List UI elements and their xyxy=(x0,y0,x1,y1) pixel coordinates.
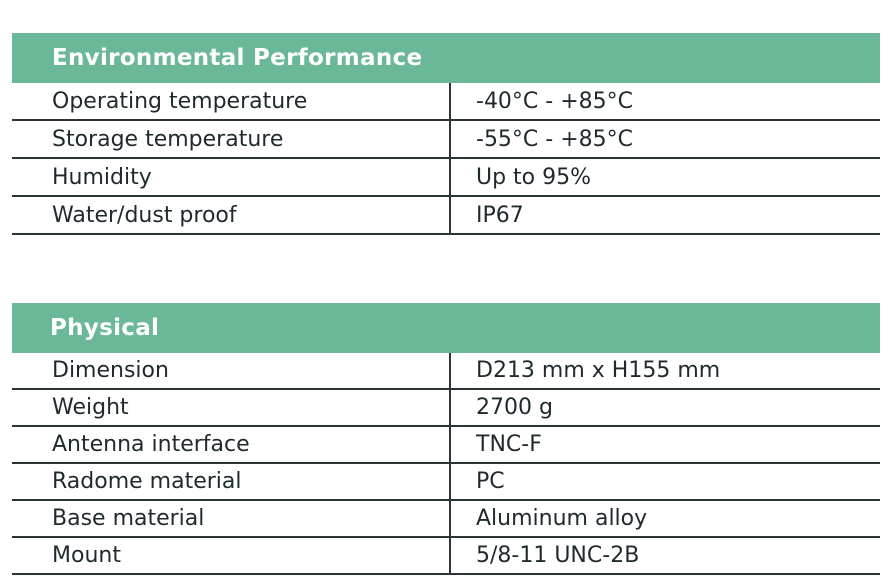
spec-value: Aluminum alloy xyxy=(476,506,648,531)
table-row: Water/dust proof IP67 xyxy=(12,197,880,235)
spec-value: -55°C - +85°C xyxy=(476,126,634,152)
physical-header: Physical xyxy=(12,303,880,353)
table-row: Base material Aluminum alloy xyxy=(12,501,880,538)
environmental-performance-header: Environmental Performance xyxy=(12,33,880,83)
physical-table: Physical Dimension D213 mm x H155 mm Wei… xyxy=(12,303,880,575)
spec-value: -40°C - +85°C xyxy=(476,88,634,114)
table-row: Weight 2700 g xyxy=(12,390,880,427)
spec-label: Operating temperature xyxy=(12,83,451,119)
table-row: Dimension D213 mm x H155 mm xyxy=(12,353,880,390)
spec-label: Base material xyxy=(12,501,451,536)
spec-value: TNC-F xyxy=(476,432,542,457)
table-row: Antenna interface TNC-F xyxy=(12,427,880,464)
spec-value: 5/8-11 UNC-2B xyxy=(476,543,640,568)
spec-label: Antenna interface xyxy=(12,427,451,462)
spec-value: IP67 xyxy=(476,202,524,228)
spec-value: Up to 95% xyxy=(476,164,592,190)
table-row: Operating temperature -40°C - +85°C xyxy=(12,83,880,121)
spec-value: D213 mm x H155 mm xyxy=(476,358,721,383)
spec-value: 2700 g xyxy=(476,395,553,420)
section-title: Environmental Performance xyxy=(52,45,423,71)
spec-label: Humidity xyxy=(12,159,451,195)
environmental-performance-table: Environmental Performance Operating temp… xyxy=(12,33,880,235)
table-row: Radome material PC xyxy=(12,464,880,501)
spec-label: Mount xyxy=(12,538,451,573)
table-row: Humidity Up to 95% xyxy=(12,159,880,197)
spec-label: Water/dust proof xyxy=(12,197,451,233)
spec-label: Radome material xyxy=(12,464,451,499)
spec-label: Storage temperature xyxy=(12,121,451,157)
table-row: Mount 5/8-11 UNC-2B xyxy=(12,538,880,575)
spec-label: Dimension xyxy=(12,353,451,388)
spec-value: PC xyxy=(476,469,505,494)
table-row: Storage temperature -55°C - +85°C xyxy=(12,121,880,159)
spec-label: Weight xyxy=(12,390,451,425)
section-title: Physical xyxy=(50,315,160,341)
